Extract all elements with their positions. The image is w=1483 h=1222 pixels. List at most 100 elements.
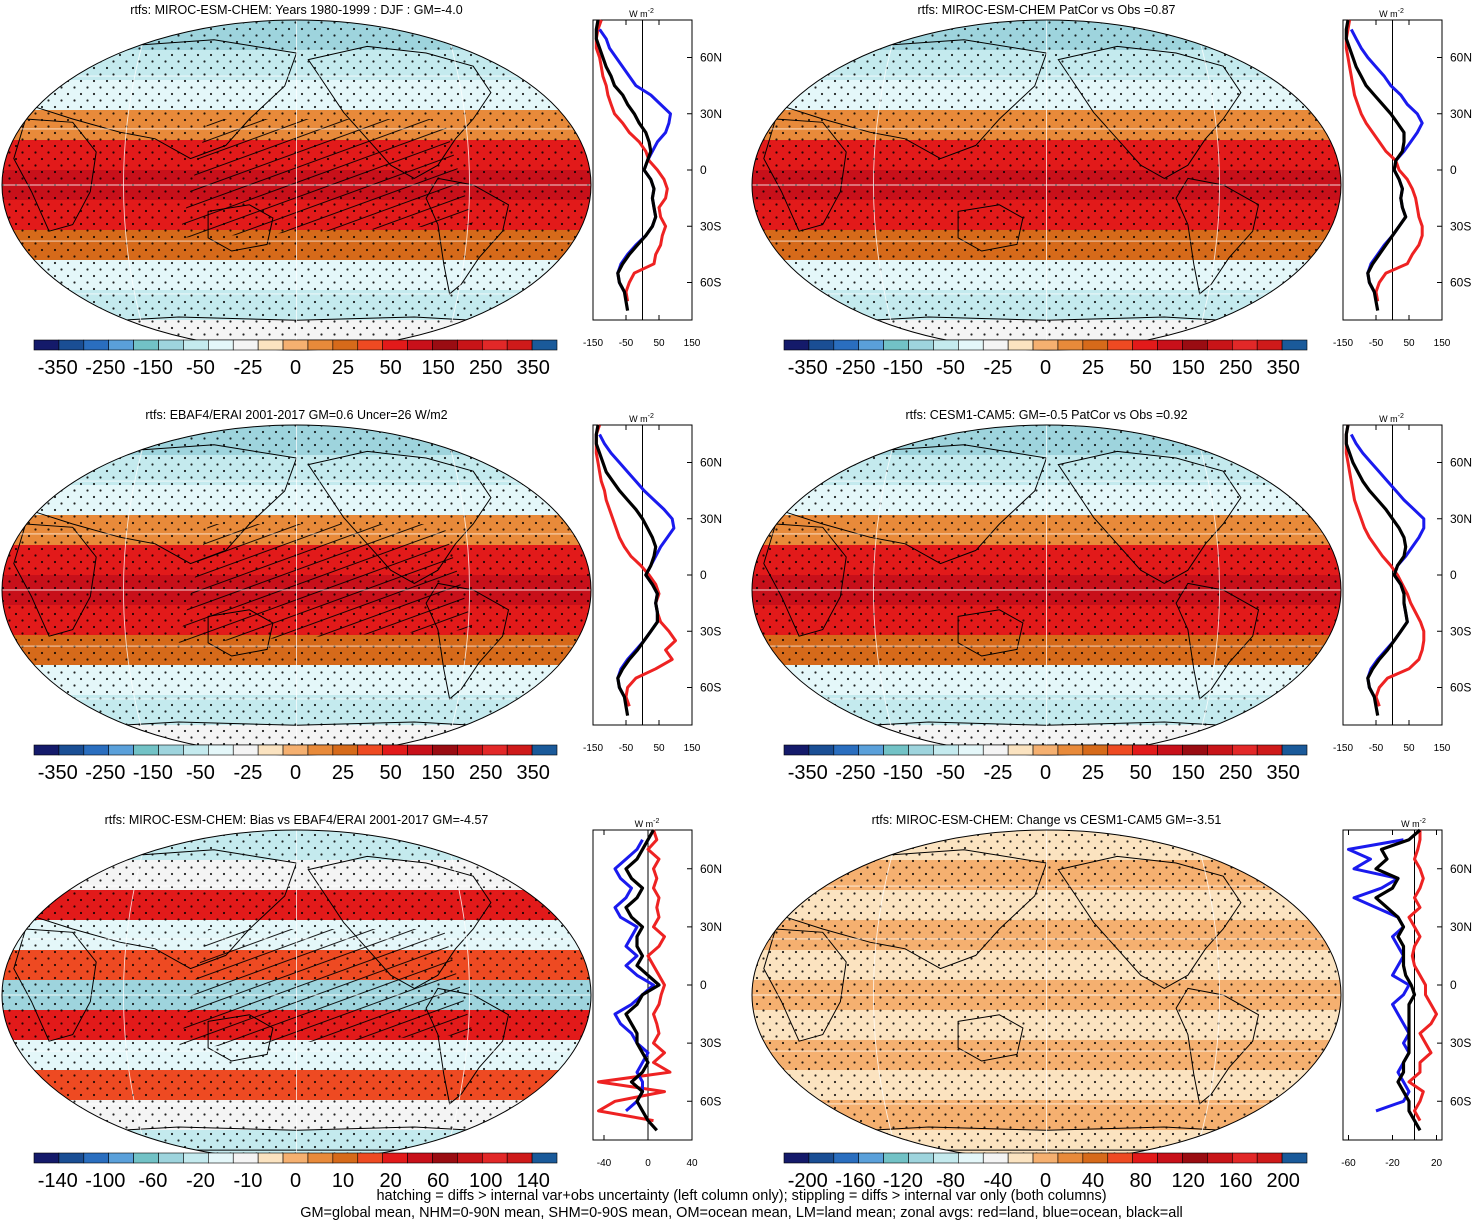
- colorbar-tick-label: 25: [1082, 762, 1104, 784]
- colorbar-swatch: [158, 339, 184, 351]
- colorbar-swatch: [1082, 339, 1109, 351]
- colorbar-swatch: [1057, 744, 1084, 756]
- colorbar-tick-label: -50: [936, 762, 965, 784]
- zonal-mean-plot: W m-2 -150 -50 50 150 60N 30N 0 30S 60S: [583, 413, 722, 754]
- x-tick-label: -150: [583, 743, 603, 754]
- colorbar-tick-label: -120: [883, 1170, 923, 1192]
- colorbar-swatch: [33, 744, 60, 756]
- colorbar-swatch: [1107, 1152, 1133, 1164]
- colorbar-swatch: [1207, 744, 1233, 756]
- colorbar-swatch: [858, 744, 884, 756]
- zonal-line-land: [594, 424, 677, 707]
- colorbar-swatch: [1207, 1152, 1233, 1164]
- y-tick-label: 30N: [1450, 920, 1472, 934]
- colorbar-tick-label: -25: [234, 357, 263, 379]
- zonal-line-ocean: [1349, 433, 1426, 698]
- footer-note-definitions: GM=global mean, NHM=0-90N mean, SHM=0-90…: [300, 1205, 1183, 1221]
- colorbar-swatch: [158, 744, 184, 756]
- panel-title: rtfs: MIROC-ESM-CHEM: Years 1980-1999 : …: [130, 3, 462, 17]
- colorbar-tick-label: -160: [835, 1170, 875, 1192]
- zonal-line-ocean: [598, 28, 672, 293]
- colorbar-swatch: [108, 339, 134, 351]
- colorbar-tick-label: -150: [883, 357, 923, 379]
- colorbar-tick-label: -25: [984, 762, 1013, 784]
- x-tick-label: 50: [653, 338, 665, 349]
- colorbar-swatch: [1007, 339, 1034, 351]
- y-tick-label: 60S: [1450, 276, 1471, 290]
- colorbar-tick-label: -200: [788, 1170, 828, 1192]
- colorbar-swatch: [833, 744, 860, 756]
- zonal-line-ocean: [1349, 28, 1424, 293]
- colorbar-tick-label: 25: [332, 357, 354, 379]
- colorbar-swatch: [506, 339, 533, 351]
- colorbar-tick-label: -100: [85, 1170, 125, 1192]
- zonal-line-ocean: [613, 838, 655, 1113]
- colorbar-tick-label: 350: [1267, 357, 1300, 379]
- colorbar-swatch: [808, 744, 835, 756]
- y-tick-label: 30S: [700, 219, 721, 233]
- x-tick-label: -150: [583, 338, 603, 349]
- colorbar-swatch: [158, 1152, 184, 1164]
- colorbar-swatch: [257, 1152, 284, 1164]
- colorbar-swatch: [1007, 1152, 1034, 1164]
- colorbar-swatch: [33, 339, 60, 351]
- hatch-overlay: [178, 524, 474, 643]
- colorbar-tick-label: 50: [379, 762, 401, 784]
- colorbar-swatch: [783, 339, 810, 351]
- colorbar-tick-label: 150: [421, 357, 454, 379]
- y-tick-label: 30N: [700, 920, 722, 934]
- colorbar-tick-label: -350: [38, 762, 78, 784]
- x-tick-label: 50: [1403, 338, 1415, 349]
- y-tick-label: 30S: [1450, 624, 1471, 638]
- panel-title: rtfs: MIROC-ESM-CHEM: Bias vs EBAF4/ERAI…: [105, 813, 489, 827]
- y-tick-label: 30N: [700, 107, 722, 121]
- colorbar-swatch: [307, 744, 334, 756]
- colorbar-tick-label: -140: [38, 1170, 78, 1192]
- zonal-line-land: [1407, 830, 1438, 1122]
- colorbar-swatch: [58, 1152, 85, 1164]
- x-tick-label: -40: [597, 1158, 612, 1169]
- colorbar-swatch: [357, 744, 383, 756]
- y-tick-label: 60N: [700, 51, 722, 65]
- colorbar-swatch: [183, 339, 209, 351]
- colorbar-tick-label: -50: [186, 357, 215, 379]
- y-tick-label: 0: [1450, 978, 1457, 992]
- grid-meridian: [443, 20, 470, 350]
- colorbar-swatch: [357, 1152, 383, 1164]
- colorbar-swatch: [908, 1152, 934, 1164]
- colorbar-tick-label: 250: [1219, 357, 1252, 379]
- colorbar-swatch: [908, 339, 934, 351]
- colorbar-tick-label: 250: [1219, 762, 1252, 784]
- y-tick-label: 0: [1450, 568, 1457, 582]
- zonal-line-land: [594, 19, 669, 302]
- colorbar-swatch: [1032, 339, 1059, 351]
- colorbar-swatch: [108, 1152, 134, 1164]
- colorbar-swatch: [506, 744, 533, 756]
- y-tick-label: 30N: [700, 512, 722, 526]
- x-tick-label: 20: [1431, 1158, 1443, 1169]
- zonal-line-all: [1344, 424, 1409, 716]
- colorbar-swatch: [531, 1152, 558, 1164]
- y-tick-label: 60N: [700, 862, 722, 876]
- grid-meridian: [1193, 425, 1220, 755]
- colorbar-tick-label: -80: [936, 1170, 965, 1192]
- colorbar-swatch: [1132, 744, 1158, 756]
- units-label: W m-2: [1379, 8, 1404, 19]
- map-panel: [1, 829, 592, 1161]
- hatch-overlay: [178, 119, 474, 238]
- x-tick-label: -50: [619, 743, 634, 754]
- colorbar-swatch: [457, 744, 483, 756]
- colorbar-tick-label: -150: [133, 762, 173, 784]
- colorbar-swatch: [1231, 1152, 1258, 1164]
- colorbar-swatch: [1281, 339, 1308, 351]
- colorbar-tick-label: 25: [332, 762, 354, 784]
- colorbar-swatch: [531, 744, 558, 756]
- colorbar-tick-label: 0: [1040, 357, 1051, 379]
- zonal-line-all: [594, 19, 658, 311]
- colorbar-tick-label: 100: [469, 1170, 502, 1192]
- y-tick-label: 0: [700, 163, 707, 177]
- colorbar-swatch: [1281, 1152, 1308, 1164]
- y-tick-label: 60S: [700, 681, 721, 695]
- map-panel: [1, 19, 592, 351]
- hatch-overlay: [178, 929, 474, 1048]
